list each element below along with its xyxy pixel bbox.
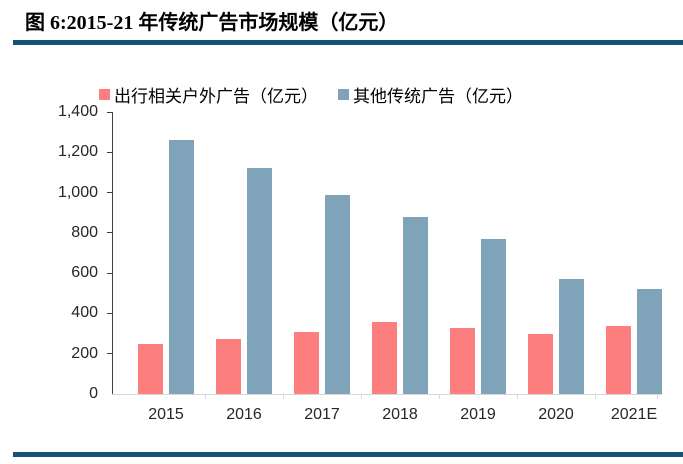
x-axis-tick [657,395,658,399]
bar-2015-series1 [138,344,163,394]
x-axis-category-label: 2021E [610,406,658,423]
bar-2020-series2 [559,279,584,394]
bar-2017-series2 [325,195,350,394]
legend-label: 其他传统广告（亿元） [353,87,523,106]
bar-2021E-series1 [606,326,631,394]
chart-legend: 出行相关户外广告（亿元） 其他传统广告（亿元） [99,82,523,107]
x-axis-category-label: 2020 [538,406,574,423]
y-axis-tick [107,353,112,355]
bar-2019-series1 [450,328,475,394]
x-axis-tick [439,395,440,399]
bar-2018-series2 [403,217,428,394]
legend-item-series1: 出行相关户外广告（亿元） [99,82,318,107]
y-axis-tick-label: 1,000 [57,183,98,201]
x-axis-category-label: 2017 [304,406,340,423]
figure-title: 图 6:2015-21 年传统广告市场规模（亿元） [25,12,399,34]
y-axis-tick-label: 400 [71,304,98,322]
y-axis-tick-label: 1,400 [57,103,98,120]
bar-2018-series1 [372,322,397,394]
y-axis-tick [107,151,112,153]
x-axis-category-label: 2018 [382,406,418,423]
bottom-divider [13,452,683,457]
y-axis-tick-label: 1,200 [57,143,98,161]
x-axis-tick [595,395,596,399]
x-axis-tick [283,395,284,399]
y-axis-tick-label: 200 [71,344,98,362]
y-axis-tick [107,111,112,113]
bar-2015-series2 [169,140,194,394]
legend-item-series2: 其他传统广告（亿元） [338,82,523,107]
x-axis-category-label: 2015 [148,406,184,423]
y-axis-tick [107,232,112,234]
y-axis-tick-label: 0 [89,385,98,402]
y-axis-tick-label: 800 [71,223,98,241]
bar-2020-series1 [528,334,553,394]
y-axis-tick [107,192,112,194]
x-axis-tick [517,395,518,399]
legend-swatch-icon [99,89,110,100]
y-axis-tick [107,272,112,274]
bar-2017-series1 [294,332,319,394]
x-axis-tick [361,395,362,399]
x-axis-category-label: 2019 [460,406,496,423]
bar-2021E-series2 [637,289,662,394]
bar-2019-series2 [481,239,506,394]
top-divider [13,40,683,45]
legend-label: 出行相关户外广告（亿元） [114,87,318,106]
y-axis-tick [107,312,112,314]
legend-swatch-icon [338,89,349,100]
bar-2016-series1 [216,339,241,394]
bar-2016-series2 [247,168,272,394]
y-axis-tick-label: 600 [71,264,98,282]
y-axis-line [112,112,113,394]
x-axis-category-label: 2016 [226,406,262,423]
x-axis-line [112,394,662,395]
x-axis-tick [205,395,206,399]
